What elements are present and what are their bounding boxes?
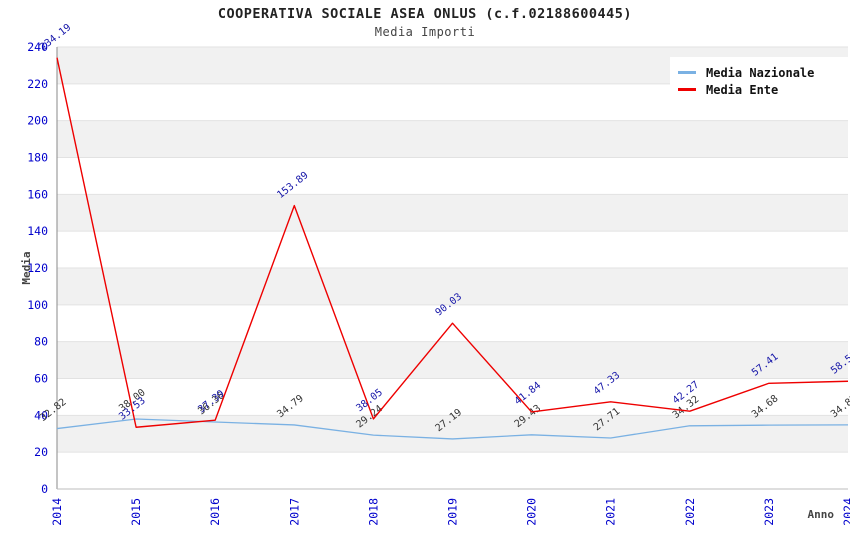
y-tick-label: 100: [27, 298, 48, 312]
legend-swatch-icon: [678, 71, 696, 74]
plot-band: [57, 268, 848, 305]
y-tick-label: 0: [41, 482, 48, 496]
y-tick-label: 40: [34, 408, 48, 422]
y-tick-label: 180: [27, 151, 48, 165]
plot-band: [57, 120, 848, 158]
y-tick-label: 240: [27, 40, 48, 54]
x-tick-label: 2024: [841, 498, 850, 526]
x-tick-label: 2020: [525, 498, 539, 526]
x-tick-label: 2022: [683, 498, 697, 526]
legend-item-media-ente: Media Ente: [678, 81, 840, 98]
x-tick-label: 2017: [287, 498, 301, 526]
legend-label: Media Nazionale: [706, 65, 815, 80]
chart-title: COOPERATIVA SOCIALE ASEA ONLUS (c.f.0218…: [217, 6, 633, 22]
plot-band: [57, 194, 848, 232]
data-label: 41.84: [513, 380, 543, 407]
x-tick-label: 2019: [446, 498, 460, 526]
y-tick-label: 160: [27, 187, 48, 201]
x-tick-label: 2018: [366, 498, 380, 526]
x-tick-label: 2015: [129, 498, 143, 526]
legend-swatch-icon: [678, 88, 696, 91]
legend-label: Media Ente: [706, 82, 779, 97]
series-line-ente: [56, 57, 849, 428]
x-tick-label: 2021: [604, 498, 618, 526]
y-tick-label: 20: [34, 445, 48, 459]
x-tick-label: 2016: [208, 498, 222, 526]
legend: Media Nazionale Media Ente: [670, 57, 848, 105]
y-tick-label: 60: [34, 372, 48, 386]
chart-subtitle: Media Importi: [374, 25, 476, 39]
plot-band: [57, 341, 848, 379]
legend-item-media-nazionale: Media Nazionale: [678, 64, 840, 81]
series-line-nazionale: [56, 418, 849, 440]
x-tick-label: 2023: [762, 498, 776, 526]
x-axis-title: Anno: [808, 508, 835, 521]
y-tick-label: 120: [27, 261, 48, 275]
y-tick-label: 140: [27, 224, 48, 238]
y-tick-label: 200: [27, 114, 48, 128]
y-tick-label: 80: [34, 335, 48, 349]
y-tick-label: 220: [27, 77, 48, 91]
y-axis-title: Media: [20, 251, 33, 284]
x-tick-label: 2014: [50, 498, 64, 526]
